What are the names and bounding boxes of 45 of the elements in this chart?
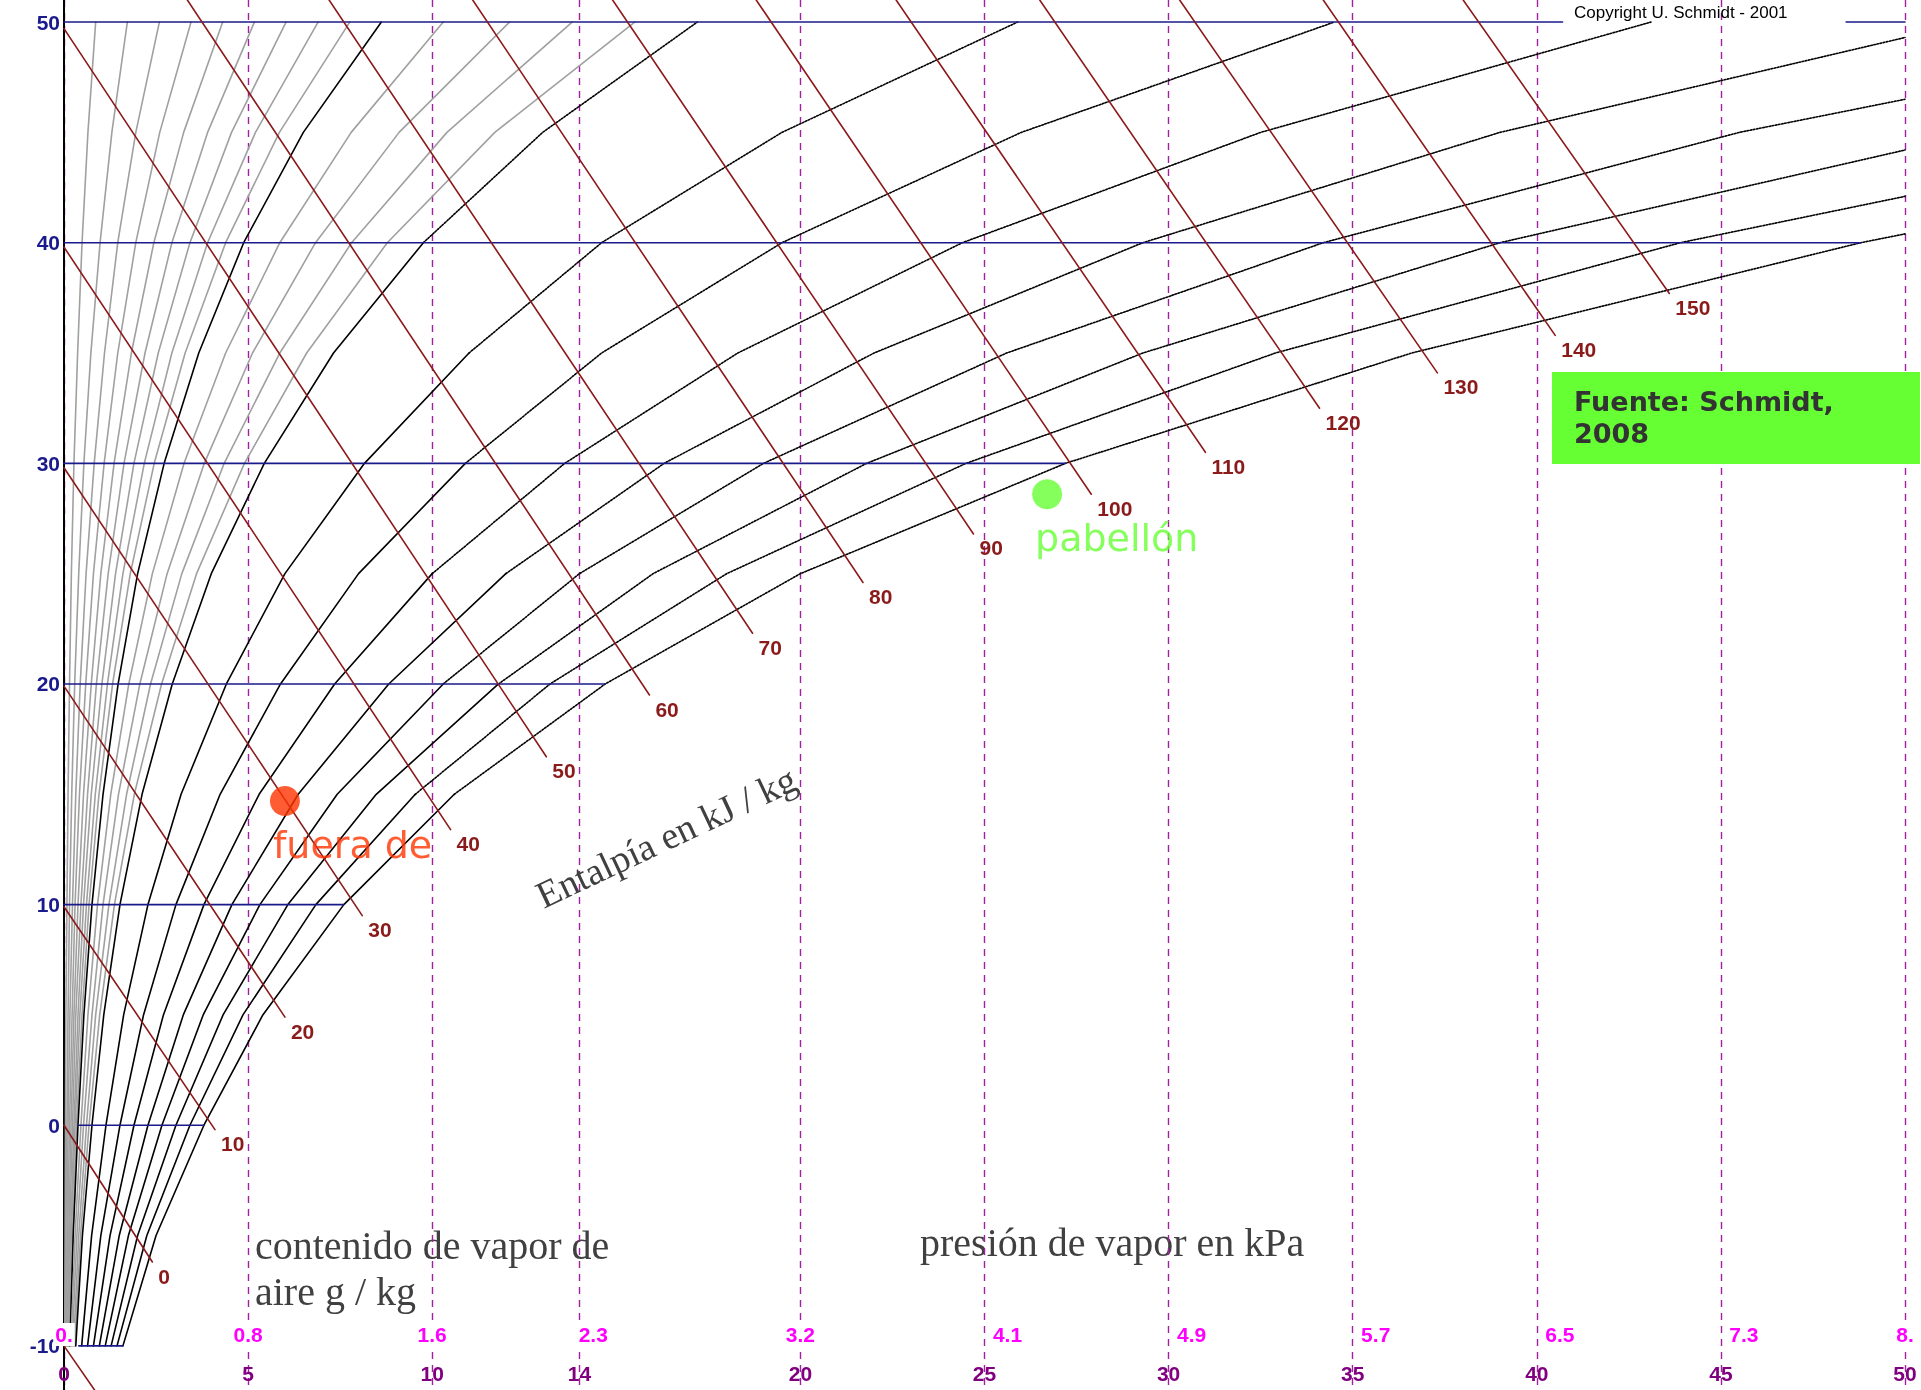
series-label: 50: [552, 759, 576, 783]
series-label: 30: [368, 918, 392, 942]
series-label: 40: [456, 832, 480, 856]
x2-tick-label: 7.3: [1729, 1323, 1759, 1346]
x-tick-label: 14: [567, 1362, 592, 1385]
series-label: 150: [1675, 295, 1711, 319]
x-tick-label: 45: [1709, 1362, 1733, 1385]
x2-tick-label: 2.3: [578, 1323, 608, 1346]
y-tick-label: 50: [36, 10, 60, 34]
x-tick-label: 50: [1893, 1362, 1917, 1385]
y-tick-label: 10: [36, 893, 60, 917]
x-tick-label: 30: [1156, 1362, 1181, 1385]
y-tick-label: 0: [48, 1113, 60, 1137]
series-label: 20: [290, 1019, 315, 1043]
x-tick-label: 10: [420, 1362, 444, 1385]
x2-tick-label: 3.2: [785, 1323, 815, 1346]
x2-tick-label: 4.1: [992, 1323, 1023, 1346]
x2-tick-label: 6.5: [1545, 1323, 1575, 1346]
x-tick-label: 5: [242, 1362, 255, 1385]
x2-tick-label: 4.9: [1177, 1323, 1207, 1346]
series-label: 140: [1561, 337, 1597, 361]
series-label: 90: [979, 536, 1003, 560]
y-tick-label: 40: [36, 231, 60, 255]
series-label: 60: [655, 697, 679, 721]
series-label: 10: [220, 1132, 245, 1156]
x2-tick-label: 0.8: [233, 1323, 264, 1346]
x-axis-title: contenido de vapor de aire g / kg: [255, 1222, 620, 1314]
annotation: Copyright U. Schmidt - 2001: [1574, 3, 1788, 22]
source-box: Fuente: Schmidt, 2008: [1552, 372, 1920, 464]
y-tick-label: 30: [36, 451, 60, 475]
x-tick-label: 35: [1341, 1362, 1365, 1385]
series-label: 70: [758, 635, 782, 659]
series-label: 0: [158, 1264, 171, 1288]
x2-tick-label: 1.6: [417, 1323, 447, 1346]
x2-tick-label: 8.: [1896, 1323, 1914, 1346]
series-label: 120: [1325, 410, 1361, 434]
series-label: 110: [1211, 454, 1246, 478]
series-label: 80: [868, 584, 893, 608]
x-tick-label: 40: [1525, 1362, 1549, 1385]
x2-axis-title: presión de vapor en kPa: [920, 1219, 1305, 1265]
x-tick-label: 25: [972, 1362, 997, 1385]
y-tick-label: 20: [36, 672, 60, 696]
x-tick-label: 20: [788, 1362, 813, 1385]
x2-tick-label: 5.7: [1361, 1323, 1391, 1346]
series-label: 130: [1443, 375, 1479, 399]
